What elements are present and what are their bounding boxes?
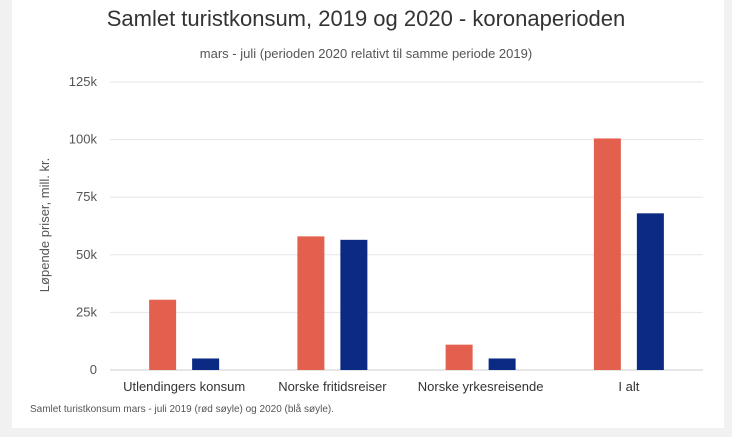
- x-category-label: Norske fritidsreiser: [278, 379, 387, 394]
- x-category-label: Utlendingers konsum: [123, 379, 245, 394]
- bar: [593, 138, 621, 370]
- bar: [192, 358, 220, 370]
- y-tick-label: 50k: [76, 247, 97, 262]
- chart-subtitle: mars - juli (perioden 2020 relativt til …: [199, 46, 533, 61]
- y-tick-label: 0: [90, 362, 97, 377]
- x-category-label: I alt: [618, 379, 639, 394]
- chart-title: Samlet turistkonsum, 2019 og 2020 - koro…: [106, 6, 626, 31]
- chart-caption: Samlet turistkonsum mars - juli 2019 (rø…: [30, 404, 334, 415]
- bars: [149, 138, 664, 370]
- x-axis-categories: Utlendingers konsum Norske fritidsreiser N…: [123, 379, 640, 394]
- y-axis-label: Løpende priser, mill. kr.: [37, 158, 52, 292]
- bar: [488, 358, 516, 370]
- y-tick-label: 75k: [76, 189, 97, 204]
- bar: [636, 213, 664, 370]
- bar: [340, 239, 368, 370]
- bar: [445, 344, 473, 370]
- bar: [149, 299, 177, 370]
- x-category-label: Norske yrkesreisende: [418, 379, 544, 394]
- y-tick-label: 25k: [76, 304, 97, 319]
- y-tick-label: 125k: [69, 74, 98, 89]
- y-tick-label: 100k: [69, 132, 98, 147]
- bar: [297, 236, 325, 370]
- y-axis-ticks: 0 25k 50k 75k 100k 125k: [69, 74, 98, 377]
